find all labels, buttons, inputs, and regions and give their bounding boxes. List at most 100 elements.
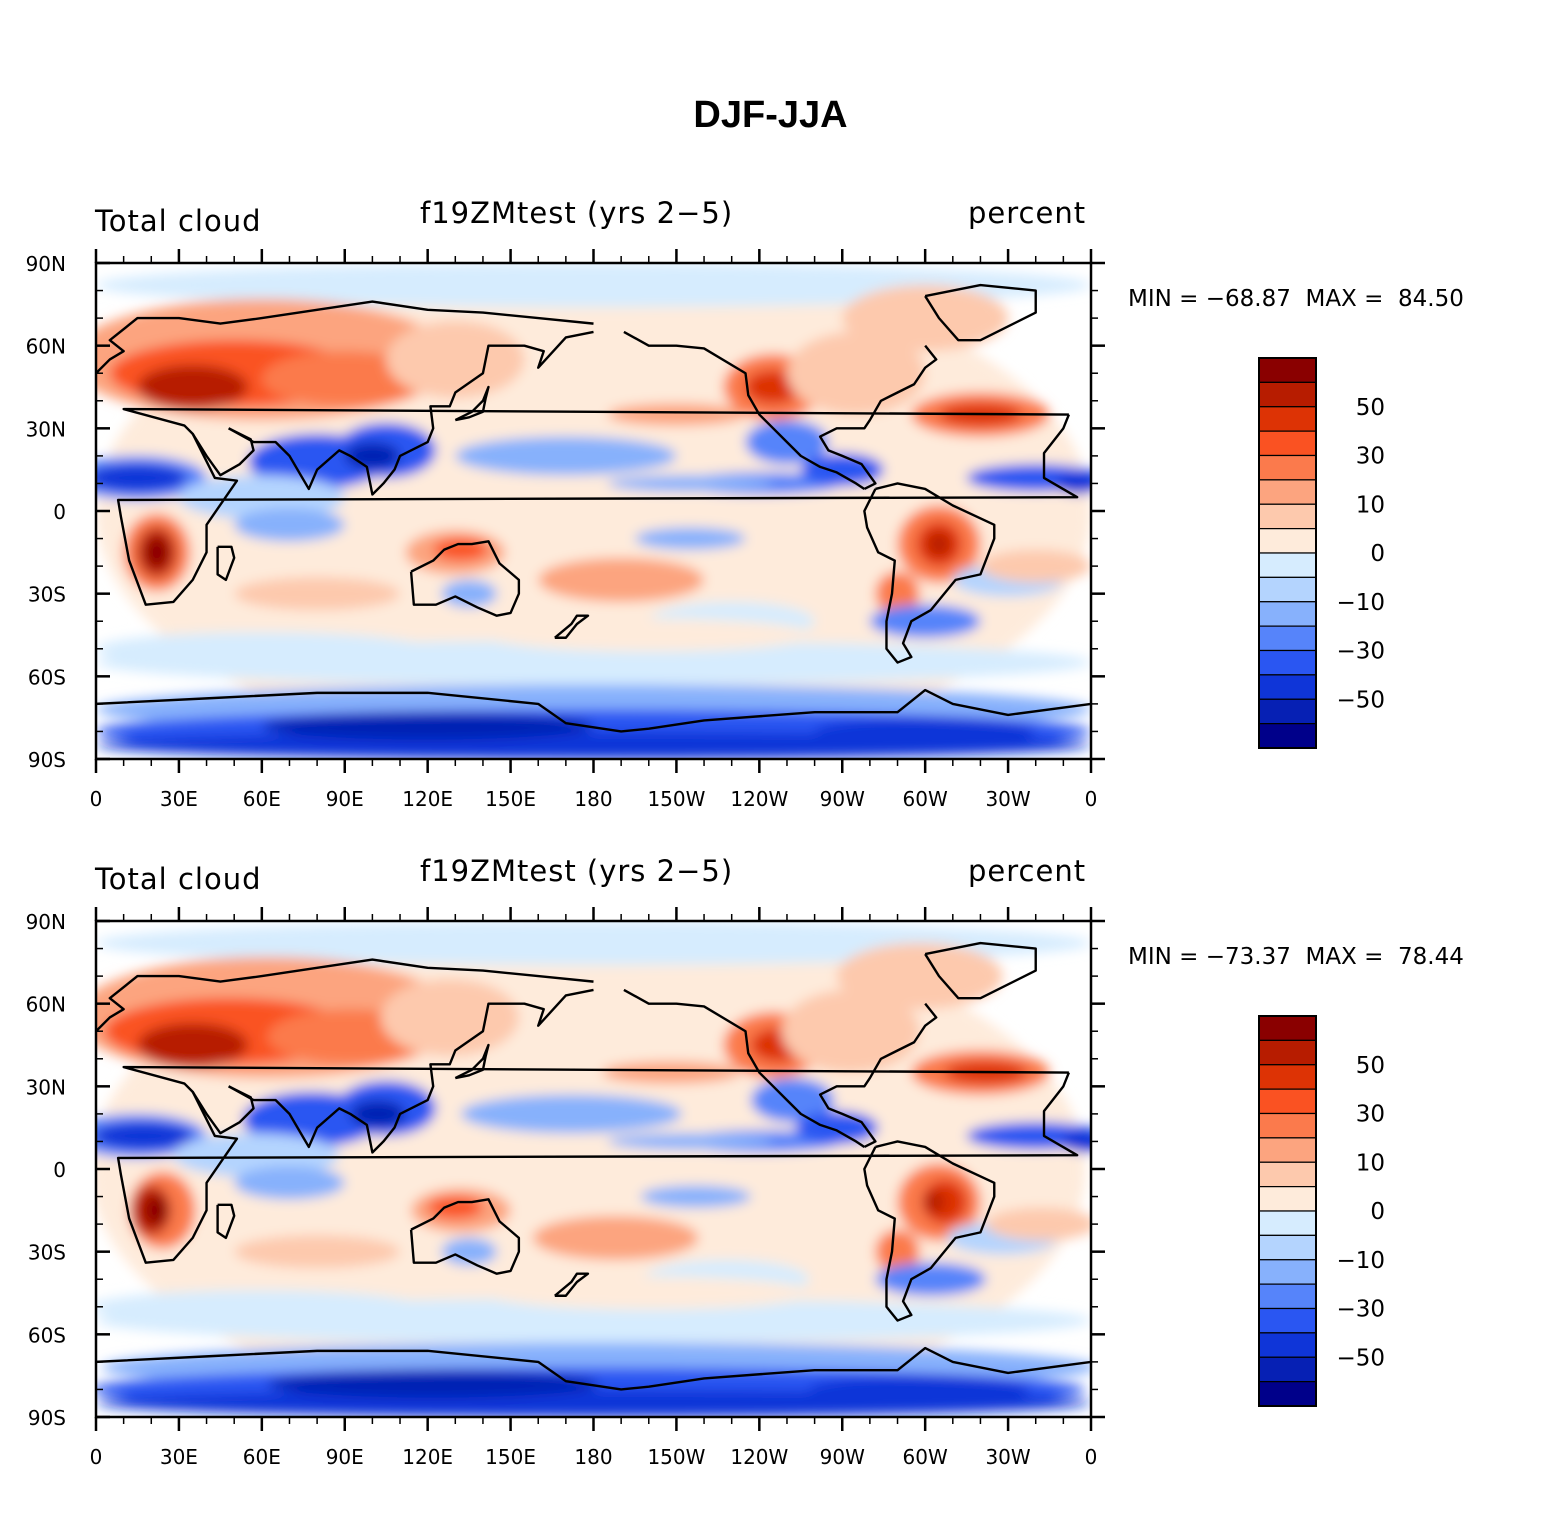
contour-region: [380, 978, 519, 1057]
colorbar-box: [1258, 723, 1317, 749]
lon-tick-label: 150W: [647, 787, 705, 811]
colorbar-label: −50: [1336, 687, 1385, 713]
contour-region: [875, 571, 920, 616]
contour-region: [800, 453, 884, 487]
colorbar-box: [1258, 698, 1317, 725]
contour-region: [178, 475, 345, 520]
page-title: DJF-JJA: [693, 94, 848, 136]
colorbar-label: 10: [1356, 492, 1385, 518]
contour-region: [607, 1133, 774, 1150]
coastline: [623, 330, 866, 490]
coastline: [818, 1002, 938, 1149]
colorbar-box: [1258, 1210, 1317, 1236]
contour-region: [640, 1185, 752, 1208]
contour-region: [842, 285, 1009, 352]
colorbar-box: [1258, 1332, 1317, 1358]
lon-tick-label: 120E: [402, 1445, 453, 1469]
lat-tick-label: 60S: [28, 665, 66, 689]
lon-tick-label: 0: [90, 787, 103, 811]
max-label: MAX = 84.50: [1305, 286, 1464, 312]
contour-region: [634, 527, 746, 550]
variable-label: Total cloud: [95, 204, 262, 238]
colorbar-box: [1258, 1186, 1317, 1212]
filled-contours: [96, 263, 1091, 759]
colorbar-box: [1258, 1088, 1317, 1115]
min-label: MIN = −68.87: [1128, 286, 1291, 312]
map-plot: 90N 60N 30N 0 30S 60S 90S 0 30E 60E 90E 120E 150E 180…: [26, 907, 1385, 1469]
colorbar-box: [1258, 406, 1317, 432]
min-label: MIN = −73.37: [1128, 944, 1291, 970]
lat-tick-label: 30S: [28, 583, 66, 607]
colorbar-label: 50: [1356, 395, 1385, 421]
contour-region: [455, 436, 677, 476]
coastline: [454, 385, 490, 422]
contour-region: [96, 1122, 193, 1150]
lat-tick-label: 30N: [26, 1075, 66, 1099]
colorbar-label: 10: [1356, 1150, 1385, 1176]
colorbar-label: 50: [1356, 1053, 1385, 1079]
contour-region: [1060, 1130, 1091, 1153]
contour-region: [350, 1100, 406, 1128]
contour-region: [261, 351, 428, 407]
coastline: [191, 427, 255, 477]
coastlines: [96, 941, 1091, 1391]
colorbar-label: 30: [1356, 444, 1385, 470]
contour-region: [607, 403, 746, 426]
colorbar-box: [1258, 430, 1317, 457]
contour-region: [532, 1215, 699, 1260]
lat-tick-label: 0: [53, 500, 66, 524]
lat-tick-label: 90N: [26, 910, 66, 934]
coastline: [96, 1346, 1091, 1391]
colorbar-box: [1258, 1259, 1317, 1285]
contour-region: [234, 1235, 401, 1269]
lon-tick-label: 60E: [243, 787, 281, 811]
coastline: [623, 988, 866, 1148]
colorbar-box: [1258, 1381, 1317, 1407]
colorbar-box: [1258, 552, 1317, 578]
contour-region: [875, 1262, 986, 1296]
lon-tick-label: 30W: [985, 787, 1030, 811]
coastline: [863, 482, 996, 664]
contour-region: [234, 508, 345, 542]
colorbar-label: −30: [1336, 639, 1385, 665]
contour-region: [786, 331, 926, 415]
colorbar-box: [1258, 381, 1317, 408]
case-label: f19ZMtest (yrs 2−5): [420, 854, 734, 888]
contour-region: [814, 717, 1036, 746]
contour-region: [96, 921, 1091, 966]
lat-tick-label: 30S: [28, 1241, 66, 1265]
lat-tick-label: 60N: [26, 993, 66, 1017]
map-panel-2: Total cloud f19ZMtest (yrs 2−5) percent …: [0, 854, 1541, 1474]
lon-tick-label: 30W: [985, 1445, 1030, 1469]
colorbar-label: 30: [1356, 1102, 1385, 1128]
coastline: [96, 300, 594, 375]
min-max-readout: MIN = −68.87 MAX = 84.50: [1128, 286, 1464, 312]
contour-region: [441, 579, 497, 608]
max-label: MAX = 78.44: [1305, 944, 1464, 970]
lon-tick-label: 30E: [160, 787, 198, 811]
coastline: [228, 330, 594, 496]
colorbar-label: −10: [1336, 1248, 1385, 1274]
coastline: [554, 1272, 590, 1297]
lon-tick-label: 120E: [402, 787, 453, 811]
colorbar-box: [1258, 625, 1317, 652]
lon-tick-label: 60W: [903, 1445, 948, 1469]
coastline: [409, 540, 521, 617]
colorbar-box: [1258, 1234, 1317, 1261]
contour-region: [267, 1370, 600, 1398]
coastline: [216, 1203, 236, 1240]
colorbar-box: [1258, 528, 1317, 554]
colorbar-box: [1258, 357, 1317, 383]
colorbar-box: [1258, 1283, 1317, 1310]
coastline: [216, 545, 236, 582]
colorbar-box: [1258, 601, 1317, 627]
colorbar-box: [1258, 1112, 1317, 1139]
contour-region: [145, 1196, 168, 1225]
colorbar-box: [1258, 576, 1317, 603]
coastline: [454, 1043, 490, 1080]
lon-tick-label: 0: [1085, 787, 1098, 811]
coastline: [96, 958, 594, 1033]
contour-region: [137, 1022, 249, 1068]
contour-region: [137, 364, 249, 410]
units-label: percent: [968, 196, 1087, 230]
